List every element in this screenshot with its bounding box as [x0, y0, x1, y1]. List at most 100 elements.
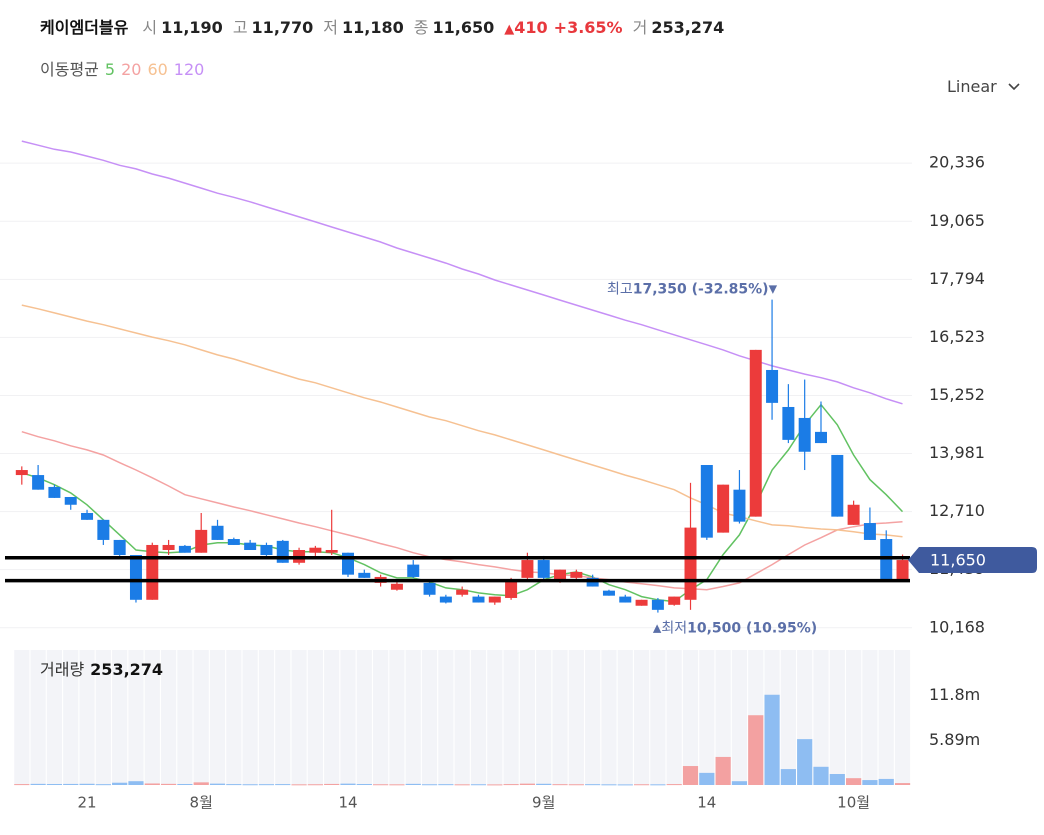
volume-column-bg	[307, 650, 323, 785]
volume-column-bg	[454, 650, 470, 785]
volume-column-bg	[862, 650, 878, 785]
legend-entry: 60	[147, 60, 168, 79]
volume-bar	[846, 778, 862, 785]
candle-body	[309, 547, 322, 553]
high-annotation: 최고17,350 (-32.85%)▼	[607, 282, 778, 298]
volume-column-bg	[226, 650, 242, 785]
volume-bar	[340, 783, 356, 785]
volume-bar	[95, 784, 111, 786]
volume-column-bg	[536, 650, 552, 785]
volume-title-label: 거래량	[40, 660, 84, 679]
moving-average-line	[21, 430, 903, 591]
candle-body	[439, 596, 452, 603]
candle-body	[32, 475, 45, 490]
annotation-label: 최저	[661, 621, 687, 637]
candle-body	[227, 539, 240, 545]
x-tick-label: 14	[697, 794, 716, 812]
candle-body	[178, 545, 191, 553]
volume-column-bg	[682, 650, 699, 785]
volume-column-bg	[731, 650, 748, 785]
quote-header: 케이엠더블유 시 11,190 고 11,770 저 11,180 종 11,650 ▲ 410 +…	[40, 14, 734, 38]
volume-bar	[470, 784, 487, 786]
volume-bar	[160, 783, 177, 785]
volume-column-bg	[356, 650, 372, 785]
scale-menu-label[interactable]: Linear	[947, 77, 997, 96]
y-tick-label: 13,981	[929, 443, 985, 462]
candle-body	[651, 599, 664, 610]
volume-column-bg	[275, 650, 291, 785]
volume-column-bg	[470, 650, 487, 785]
volume-bar	[764, 694, 780, 785]
volume-column-bg	[585, 650, 601, 785]
x-tick-label: 8월	[190, 794, 213, 812]
volume-column-bg	[30, 650, 46, 785]
legend-entry: 120	[173, 60, 205, 79]
candle-body	[782, 406, 795, 440]
volume-column-bg	[568, 650, 584, 785]
candle-body	[81, 512, 94, 520]
volume-bar	[715, 756, 731, 785]
candle-body	[847, 504, 860, 525]
volume-bar	[307, 784, 323, 786]
volume-column-bg	[144, 650, 160, 785]
candle-body	[570, 571, 583, 578]
candle-body	[766, 369, 779, 403]
candle-body	[863, 523, 876, 540]
candle-body	[602, 590, 615, 596]
candle-body	[814, 431, 827, 444]
volume-bar	[405, 783, 421, 785]
legend-title: 이동평균	[40, 60, 99, 79]
candle-body	[505, 579, 518, 598]
candle-body	[423, 582, 436, 595]
volume-column-bg	[193, 650, 209, 785]
candle-body	[162, 544, 175, 550]
change-arrow: ▲	[504, 22, 515, 37]
volume-bar	[177, 784, 193, 786]
candle-body	[129, 555, 142, 600]
y-tick-label: 16,523	[929, 327, 985, 346]
y-tick-label: 10,168	[929, 617, 985, 636]
volume-column-bg	[63, 650, 79, 785]
chevron-icon[interactable]	[1007, 82, 1021, 92]
volume-bar	[894, 783, 911, 785]
volume-bar	[356, 784, 372, 786]
volume-column-bg	[209, 650, 226, 785]
volume-bar	[617, 784, 633, 786]
field-label: 저	[323, 18, 339, 37]
candle-body	[537, 560, 550, 578]
field-value: 11,190	[161, 18, 223, 37]
volume-column-bg	[258, 650, 275, 785]
y-tick-label: 20,336	[929, 153, 985, 172]
volume-bar	[112, 782, 128, 785]
volume-column-bg	[389, 650, 405, 785]
candle-body	[700, 465, 713, 538]
volume-column-bg	[878, 650, 894, 785]
volume-column-bg	[894, 650, 911, 785]
annotation-marker: ▼	[769, 283, 778, 296]
volume-column-bg	[177, 650, 193, 785]
volume-column-bg	[340, 650, 356, 785]
candle-body	[749, 349, 762, 517]
volume-bar	[258, 784, 275, 786]
volume-bar	[79, 783, 95, 785]
candle-body	[619, 596, 632, 603]
volume-bar	[242, 784, 258, 786]
candle-body	[521, 560, 534, 578]
volume-bar	[193, 782, 209, 785]
volume-bar	[813, 766, 829, 785]
volume-column-bg	[813, 650, 829, 785]
candle-body	[831, 454, 844, 517]
stock-name: 케이엠더블유	[40, 18, 129, 37]
legend-entry: 5	[104, 60, 116, 79]
volume-latest: 253,274	[90, 660, 163, 679]
field-label: 고	[232, 18, 248, 37]
candle-body	[97, 519, 110, 540]
candle-body	[195, 529, 208, 553]
annotation-label: 최고	[607, 282, 633, 298]
volume-bar	[389, 784, 405, 786]
scale-menu[interactable]: Linear	[947, 77, 1021, 96]
candle-body	[488, 596, 501, 603]
volume-bar	[878, 778, 894, 785]
candle-body	[64, 496, 77, 505]
